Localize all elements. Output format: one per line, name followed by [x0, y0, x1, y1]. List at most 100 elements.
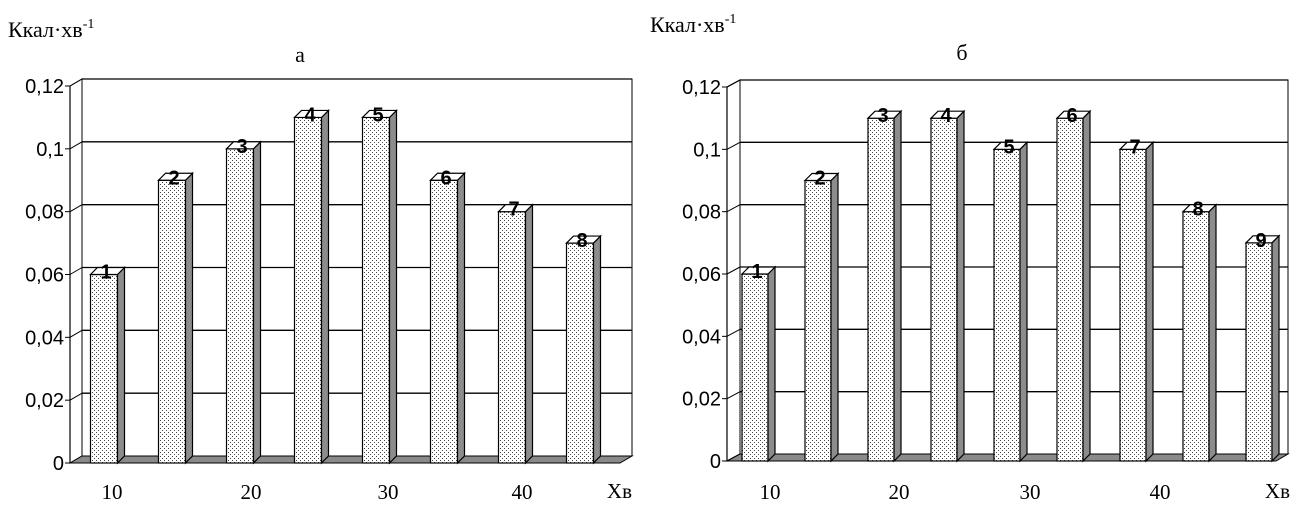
y-tick-label: 0,1	[693, 139, 721, 161]
gridline-side	[69, 141, 83, 150]
bar-side	[252, 140, 262, 465]
x-tick-label: 10	[102, 480, 123, 504]
bar-label: 1	[100, 262, 111, 284]
bar: 3	[225, 136, 262, 465]
bar-label: 4	[304, 104, 316, 126]
y-tick-label: 0,06	[25, 265, 64, 287]
bars: 1 2 3 4 5 6 7 8	[89, 104, 602, 465]
bar: 8	[565, 230, 602, 465]
bar-side	[116, 266, 126, 465]
y-tick-label: 0,06	[682, 264, 721, 286]
bar: 4	[293, 104, 330, 465]
bar-top	[361, 109, 398, 119]
bar-side	[1019, 140, 1028, 463]
bar-side	[1208, 203, 1217, 463]
bar-front	[293, 116, 323, 464]
bar-front	[497, 211, 527, 464]
gridline-side	[69, 392, 83, 401]
bar-front	[1245, 242, 1273, 462]
bar: 6	[1055, 105, 1092, 463]
gridline-side	[726, 328, 741, 337]
gridline-side	[726, 266, 741, 275]
bar: 1	[89, 262, 126, 465]
bar-top	[89, 266, 126, 276]
chart-panel-b: Ккал·хв-1 б Хв 00,020,040,060,080,10,12 …	[650, 12, 1290, 504]
x-tick-label: 40	[512, 480, 533, 504]
bar-top	[225, 141, 262, 150]
bar-front	[804, 179, 832, 462]
bar-front	[993, 148, 1021, 462]
y-tick-labels: 0 0,02 0,04 0,06 0,08 0,1 0,12	[25, 76, 70, 475]
bar-label: 6	[440, 167, 451, 189]
bar-side	[767, 265, 776, 463]
bar-side	[456, 171, 466, 465]
y-tick-label: 0,02	[25, 390, 64, 412]
bar-side	[388, 108, 398, 465]
y-tick-label: 0,12	[25, 76, 64, 98]
bar-top	[929, 110, 966, 119]
bar: 9	[1244, 230, 1281, 463]
bar-label: 3	[877, 105, 888, 127]
y-tick-label: 0,02	[682, 389, 721, 411]
y-tick-label: 0,04	[682, 326, 721, 348]
bar: 7	[1118, 136, 1155, 463]
bar-top	[866, 110, 903, 119]
bar-label: 7	[508, 199, 519, 221]
bar-top	[992, 141, 1029, 150]
bar-label: 8	[576, 230, 587, 252]
bar: 3	[866, 105, 903, 463]
x-tick-labels: 10 20 30 40	[102, 480, 533, 504]
gridline-side	[726, 141, 741, 150]
x-tick-label: 30	[378, 480, 399, 504]
bar-top	[740, 266, 777, 275]
panel-label: б	[956, 40, 967, 65]
bar-label: 2	[168, 167, 179, 189]
bar: 7	[497, 199, 534, 465]
x-tick-label: 20	[889, 480, 910, 504]
y-tick-label: 0,08	[682, 202, 721, 224]
bar-side	[320, 108, 330, 465]
gridline-side	[726, 391, 741, 400]
bar-label: 9	[1255, 230, 1266, 252]
chart-panel-a: Ккал·хв-1 а Хв 00,020,040,060,080,10,12 …	[8, 17, 634, 504]
bar-front	[867, 117, 895, 462]
gridline-side	[726, 79, 741, 88]
x-tick-label: 40	[1150, 480, 1171, 504]
bar-front	[1119, 148, 1147, 462]
bar-front	[89, 273, 119, 464]
gridline-side	[69, 329, 83, 338]
bar-label: 6	[1066, 105, 1077, 127]
bar-label: 7	[1129, 136, 1140, 158]
gridline-side	[69, 78, 83, 87]
bar-front	[1056, 117, 1084, 462]
x-tick-label: 30	[1020, 480, 1041, 504]
bar-top	[157, 172, 194, 181]
bar-top	[1118, 141, 1155, 150]
bar-top	[803, 172, 840, 182]
x-tick-label: 10	[760, 480, 781, 504]
y-tick-label: 0	[53, 453, 64, 475]
gridlines	[68, 78, 634, 464]
bar-side	[1271, 234, 1280, 463]
y-tick-label: 0,12	[682, 77, 721, 99]
bar-top	[293, 109, 330, 119]
x-axis-label: Хв	[607, 479, 632, 503]
bar-label: 5	[372, 104, 383, 126]
bar: 1	[740, 261, 777, 463]
bar-top	[1244, 235, 1281, 244]
bar-front	[225, 148, 255, 464]
bar-label: 4	[940, 105, 952, 127]
y-tick-labels: 0 0,02 0,04 0,06 0,08 0,1 0,12	[682, 77, 727, 473]
bar-label: 1	[751, 261, 762, 283]
bar-front	[429, 179, 459, 464]
bar-front	[157, 179, 187, 464]
x-tick-label: 20	[241, 480, 262, 504]
bar-top	[565, 235, 602, 244]
bar-side	[1082, 109, 1091, 463]
y-axis-label: Ккал·хв-1	[650, 12, 736, 37]
y-tick-label: 0,08	[25, 202, 64, 224]
y-tick-label: 0,1	[36, 139, 64, 161]
x-tick-labels: 10 20 30 40	[760, 480, 1171, 504]
bar-label: 8	[1192, 199, 1203, 221]
